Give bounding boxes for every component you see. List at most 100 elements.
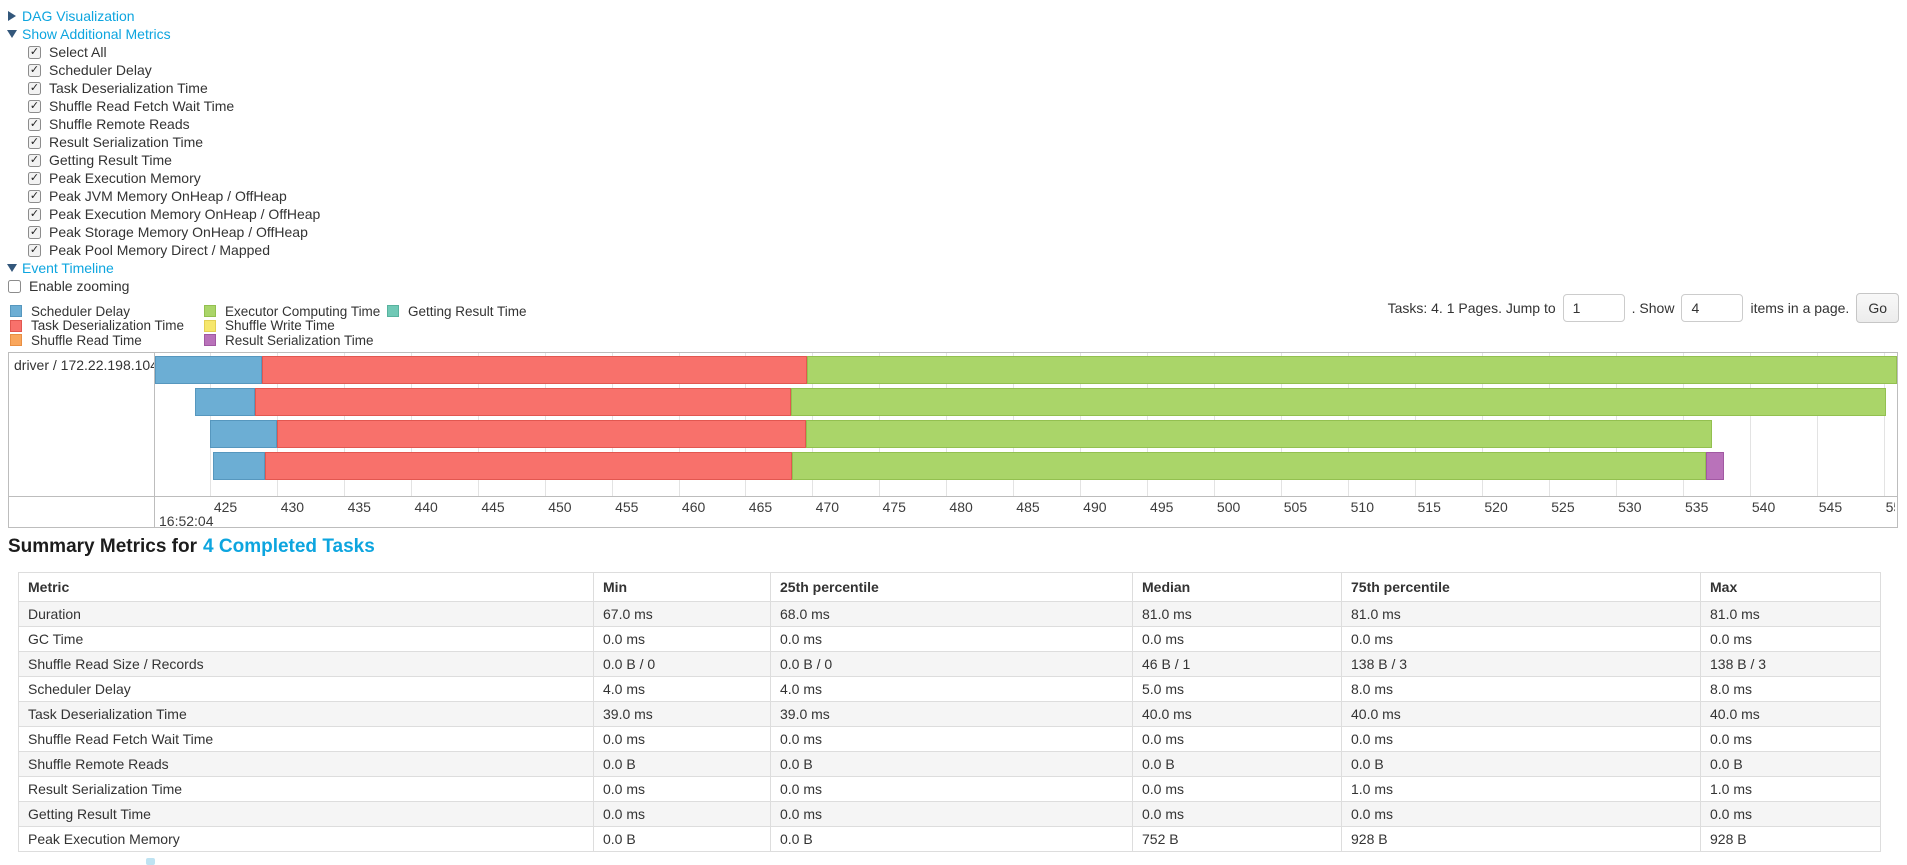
metric-value-cell: 928 B: [1700, 826, 1881, 852]
table-header-row: Metric Min 25th percentile Median 75th p…: [18, 572, 1881, 602]
checkbox-scheduler-delay[interactable]: [28, 63, 41, 77]
checkbox-label: Peak Storage Memory OnHeap / OffHeap: [49, 224, 308, 240]
table-row-gc-time: GC Time 0.0 ms 0.0 ms 0.0 ms 0.0 ms 0.0 ms: [18, 626, 1881, 652]
task-pagination: Tasks: 4. 1 Pages. Jump to . Show items …: [1388, 293, 1899, 323]
legend-item-shuffle-write-time: Shuffle Write Time: [204, 318, 387, 333]
metric-value-cell: 0.0 B / 0: [770, 651, 1133, 677]
metric-value-cell: 4.0 ms: [770, 676, 1133, 702]
axis-tick-label: 440: [414, 499, 438, 515]
checkbox-result-serialization-time[interactable]: [28, 135, 41, 149]
checkbox-peak-pool-memory-direct-mapped[interactable]: [28, 243, 41, 257]
checkbox-label: Shuffle Remote Reads: [49, 116, 190, 132]
task-timeline-row: [155, 452, 1897, 480]
col-header-25th: 25th percentile: [770, 572, 1133, 602]
axis-tick-label: 545: [1818, 499, 1843, 515]
metric-name-cell: Result Serialization Time: [18, 776, 594, 802]
metric-checkbox-row: Shuffle Remote Reads: [28, 115, 320, 133]
metric-value-cell: 81.0 ms: [1700, 601, 1881, 627]
checkbox-getting-result-time[interactable]: [28, 153, 41, 167]
table-row-scheduler-delay: Scheduler Delay 4.0 ms 4.0 ms 5.0 ms 8.0 ms 8…: [18, 676, 1881, 702]
items-per-page-text: items in a page.: [1750, 300, 1850, 316]
axis-tick-label: 490: [1083, 499, 1107, 515]
checkbox-peak-storage-memory-onheap-offheap[interactable]: [28, 225, 41, 239]
show-additional-metrics-toggle[interactable]: Show Additional Metrics: [22, 26, 171, 42]
legend-swatch: [10, 334, 22, 347]
task-segment-task-deserialization[interactable]: [255, 388, 791, 416]
x-axis-labels: 16:52:04 425 430 435 440 445 450 455 460 465 470 4…: [155, 499, 1895, 527]
additional-metrics-checkbox-list: Select All Scheduler Delay Task Deserializ…: [28, 43, 320, 259]
task-segment-scheduler-delay[interactable]: [209, 420, 277, 448]
col-header-median: Median: [1132, 572, 1342, 602]
metric-name-cell: Task Deserialization Time: [18, 701, 594, 727]
tasks-count-text: Tasks: 4. 1 Pages. Jump to: [1387, 300, 1556, 316]
items-per-page-input[interactable]: [1681, 294, 1744, 322]
checkbox-shuffle-remote-reads[interactable]: [28, 117, 41, 131]
axis-tick-label: 445: [481, 499, 505, 515]
axis-tick-label: 550: [1885, 499, 1895, 515]
metric-value-cell: 39.0 ms: [770, 701, 1133, 727]
metric-checkbox-row: Peak Storage Memory OnHeap / OffHeap: [28, 223, 320, 241]
metric-value-cell: 0.0 ms: [593, 726, 771, 752]
task-segment-executor-computing[interactable]: [792, 452, 1706, 480]
task-segment-scheduler-delay[interactable]: [155, 356, 263, 384]
chevron-down-icon: [7, 30, 17, 38]
axis-tick-label: 430: [280, 499, 305, 515]
completed-tasks-link[interactable]: 4 Completed Tasks: [203, 536, 375, 557]
axis-tick-label: 475: [882, 499, 906, 515]
metric-value-cell: 0.0 ms: [1132, 726, 1342, 752]
table-row-result-serialization-time: Result Serialization Time 0.0 ms 0.0 ms 0.0…: [18, 776, 1881, 802]
metric-value-cell: 0.0 ms: [1341, 801, 1701, 827]
metric-value-cell: 138 B / 3: [1700, 651, 1881, 677]
gridline: [1816, 353, 1818, 496]
metric-name-cell: GC Time: [18, 626, 594, 652]
checkbox-peak-execution-memory[interactable]: [28, 171, 41, 185]
task-segment-task-deserialization[interactable]: [276, 420, 806, 448]
task-segment-task-deserialization[interactable]: [264, 452, 793, 480]
jump-to-page-input[interactable]: [1562, 294, 1625, 322]
axis-tick-label: 485: [1016, 499, 1040, 515]
metric-name-cell: Shuffle Remote Reads: [18, 751, 594, 777]
gridline: [1749, 353, 1751, 496]
legend-item-scheduler-delay: Scheduler Delay: [10, 304, 204, 319]
checkbox-label: Peak Execution Memory: [49, 170, 201, 186]
legend-item-getting-result-time: Getting Result Time: [387, 304, 527, 319]
legend-item-executor-computing-time: Executor Computing Time: [204, 304, 387, 319]
go-button[interactable]: Go: [1856, 293, 1899, 323]
checkbox-shuffle-read-fetch-wait-time[interactable]: [28, 99, 41, 113]
task-segment-result-serialization[interactable]: [1705, 452, 1725, 480]
checkbox-task-deserialization-time[interactable]: [28, 81, 41, 95]
checkbox-label: Select All: [49, 44, 107, 60]
legend-column: Scheduler Delay Task Deserialization Time…: [10, 304, 204, 348]
legend-item-task-deserialization-time: Task Deserialization Time: [10, 318, 204, 333]
metric-value-cell: 1.0 ms: [1341, 776, 1701, 802]
metric-value-cell: 138 B / 3: [1341, 651, 1701, 677]
metric-checkbox-row: Peak Execution Memory OnHeap / OffHeap: [28, 205, 320, 223]
metric-value-cell: 0.0 ms: [1700, 726, 1881, 752]
dag-visualization-toggle[interactable]: DAG Visualization: [22, 8, 135, 24]
legend-swatch: [204, 305, 216, 318]
event-timeline-toggle[interactable]: Event Timeline: [22, 260, 114, 276]
axis-tick-label: 515: [1417, 499, 1441, 515]
axis-tick-label: 495: [1150, 499, 1174, 515]
metric-value-cell: 0.0 ms: [1700, 801, 1881, 827]
legend-column: Getting Result Time: [387, 304, 527, 348]
checkbox-peak-execution-memory-onheap-offheap[interactable]: [28, 207, 41, 221]
task-segment-executor-computing[interactable]: [805, 420, 1713, 448]
task-timeline-row: [155, 420, 1897, 448]
checkbox-select-all[interactable]: [28, 45, 41, 59]
task-segment-executor-computing[interactable]: [791, 388, 1887, 416]
enable-zooming-checkbox[interactable]: [8, 279, 21, 293]
metric-value-cell: 67.0 ms: [593, 601, 771, 627]
checkbox-peak-jvm-memory-onheap-offheap[interactable]: [28, 189, 41, 203]
metric-value-cell: 752 B: [1132, 826, 1342, 852]
metric-value-cell: 928 B: [1341, 826, 1701, 852]
col-header-max: Max: [1700, 572, 1881, 602]
task-segment-scheduler-delay[interactable]: [195, 388, 256, 416]
task-segment-task-deserialization[interactable]: [262, 356, 808, 384]
legend-column: Executor Computing Time Shuffle Write Tim…: [204, 304, 387, 348]
axis-tick-label: 470: [815, 499, 840, 515]
metric-name-cell: Scheduler Delay: [18, 676, 594, 702]
table-row-shuffle-read-fetch-wait-time: Shuffle Read Fetch Wait Time 0.0 ms 0.0 ms…: [18, 726, 1881, 752]
task-segment-scheduler-delay[interactable]: [212, 452, 265, 480]
task-segment-executor-computing[interactable]: [807, 356, 1897, 384]
